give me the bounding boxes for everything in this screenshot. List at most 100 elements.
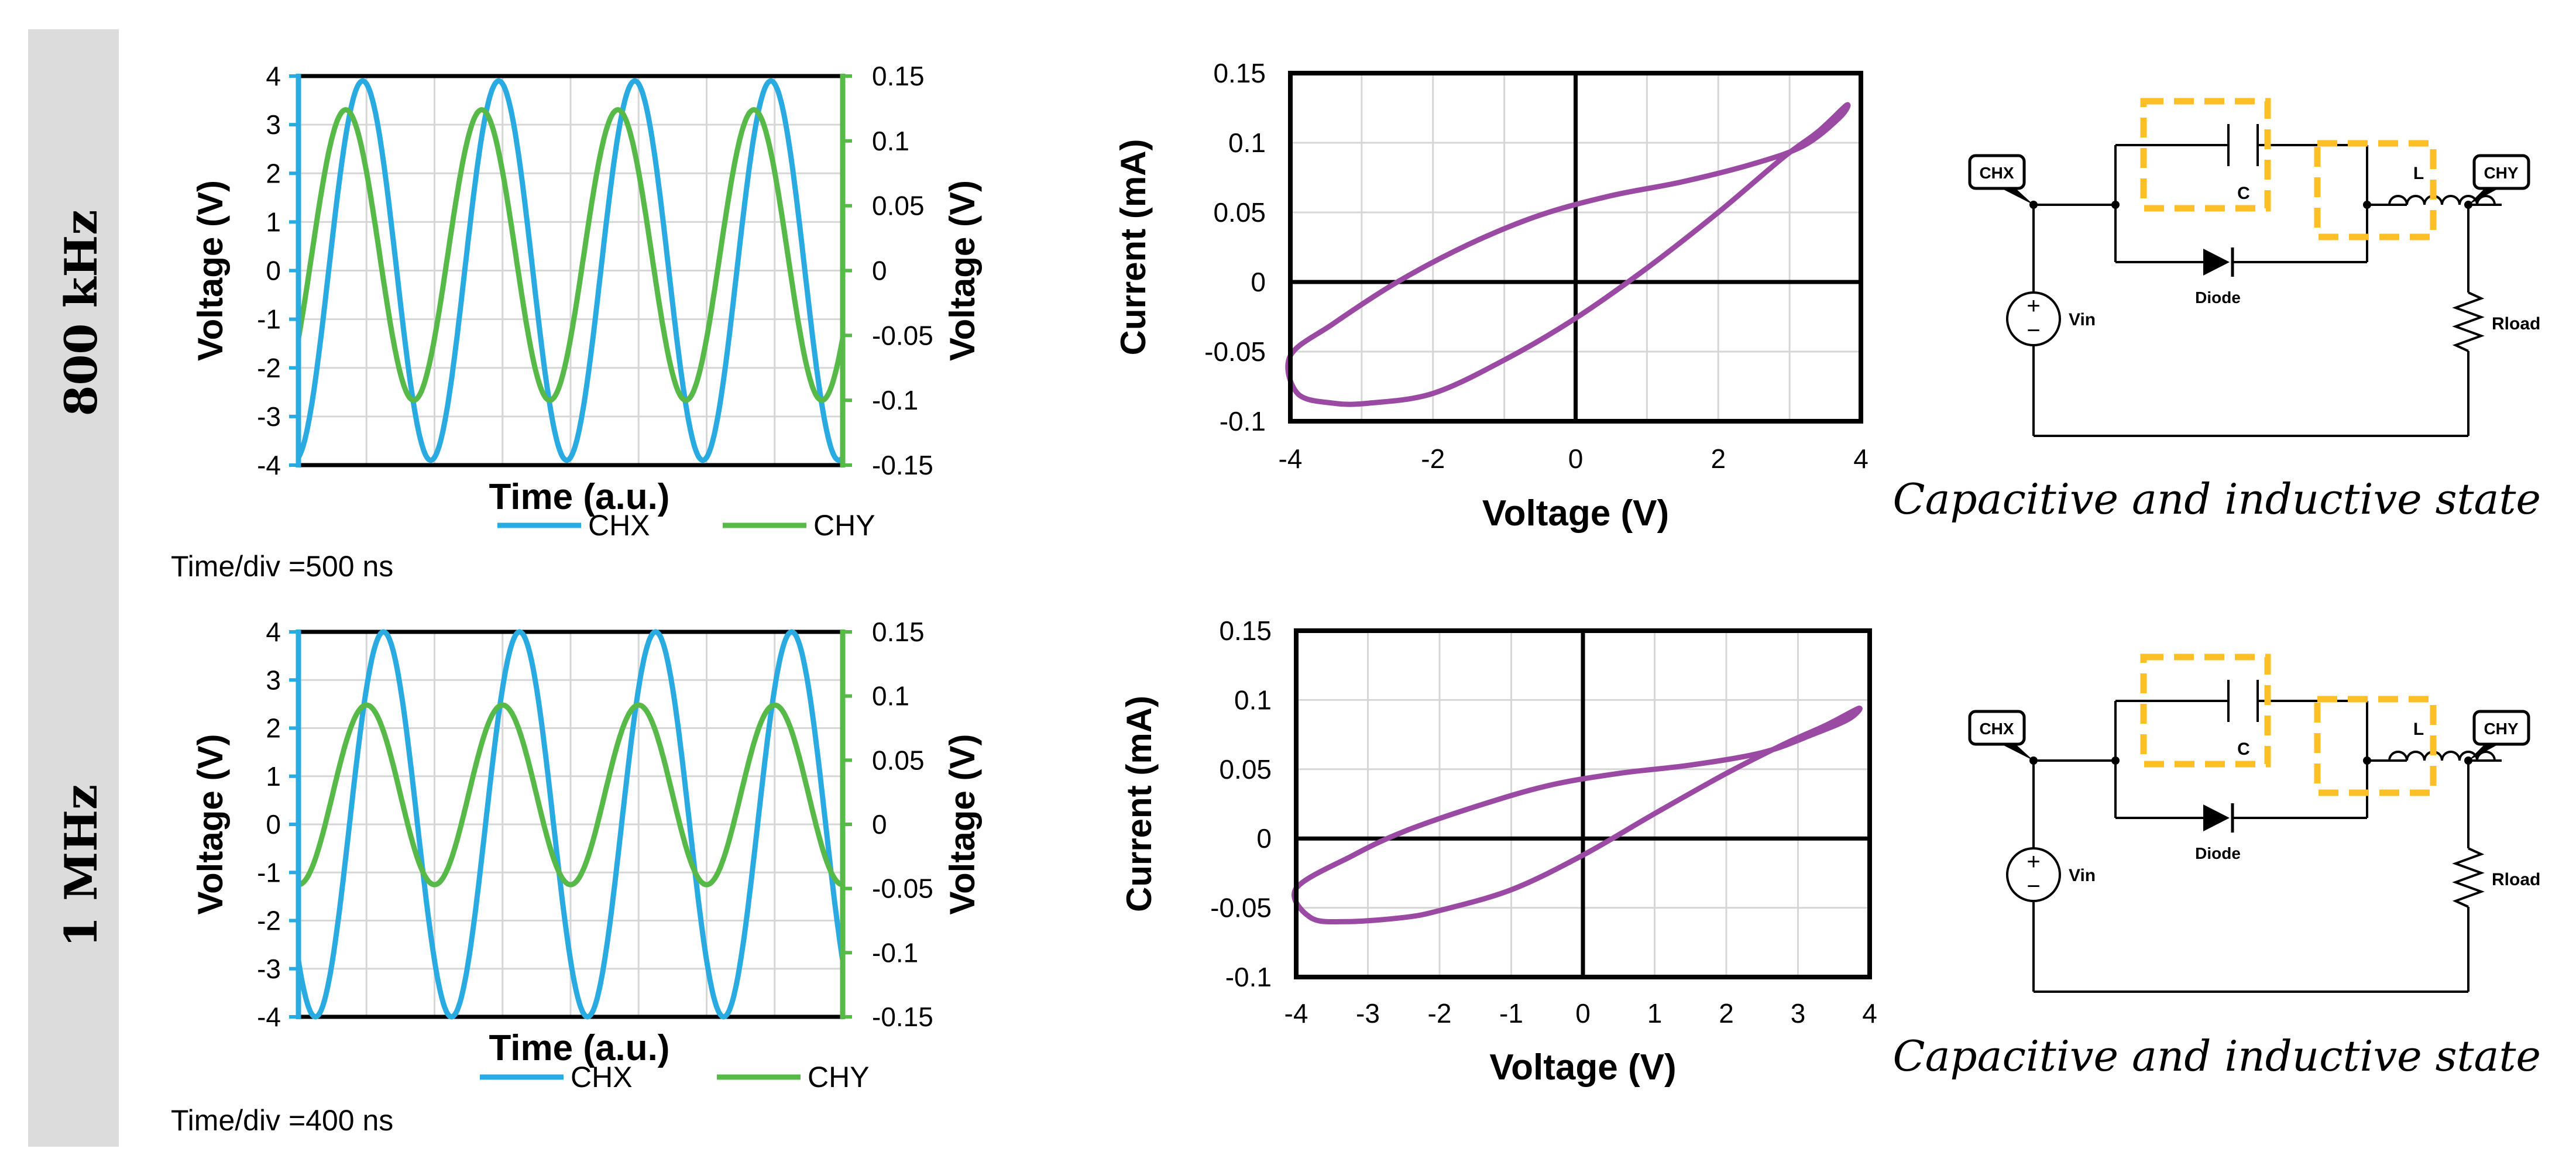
probe-chx-label: CHX	[1979, 164, 2014, 182]
row-label-800khz: 800 kHz	[55, 210, 107, 417]
iv-loop-curve	[1285, 102, 1851, 407]
time-domain-chart-800khz: 4 3 2 1 0 -1 -2 -3 -4 0.15 0.1 0.05 0 -0.05 -0.1 -0.15 V…	[191, 61, 982, 542]
voltage-source-symbol	[2006, 847, 2061, 902]
y-axis-label: Current (mA)	[1119, 696, 1159, 912]
probe-chy: CHY	[2468, 154, 2530, 205]
circuit-schematic-1mhz: C Diode L + − Vin Rload CHX	[1968, 654, 2540, 993]
y-axis-label: Current (mA)	[1114, 139, 1153, 356]
diode-label: Diode	[2195, 288, 2241, 307]
series-line-chx	[296, 78, 845, 463]
x-tick-label: 0	[1568, 443, 1584, 474]
plot-border	[1288, 71, 1863, 424]
probe-chy-label: CHY	[2484, 720, 2518, 738]
time-domain-chart-1mhz: 4 3 2 1 0 -1 -2 -3 -4 0.15 0.1 0.05 0 -0.05 -0.1 -0.15 V…	[191, 617, 982, 1093]
x-tick-label: 2	[1719, 998, 1734, 1029]
state-caption-800khz: Capacitive and inductive state	[1893, 474, 2541, 524]
left-tick-label: 2	[266, 158, 281, 188]
right-tick-label: -0.15	[872, 1002, 933, 1032]
x-tick-label: -3	[1356, 998, 1380, 1029]
iv-loop-curve	[1292, 706, 1863, 925]
state-caption-1mhz: Capacitive and inductive state	[1893, 1031, 2541, 1081]
left-tick-label: 4	[266, 61, 281, 91]
diode-symbol	[2203, 247, 2234, 277]
inductor-label: L	[2413, 164, 2424, 183]
left-tick-label: -4	[257, 450, 281, 480]
right-tick-label: 0.05	[872, 191, 925, 221]
legend-label-chy: CHY	[808, 1061, 870, 1093]
probe-chx-label: CHX	[1979, 720, 2014, 738]
left-tick-label: 1	[266, 207, 281, 237]
circuit-schematic-800khz: C Diode L + − Vin Rload CHX	[1968, 98, 2540, 437]
y-tick-label: -0.05	[1210, 893, 1272, 923]
right-tick-label: -0.05	[872, 320, 933, 350]
y-tick-label: 0	[1256, 823, 1272, 854]
probe-chx: CHX	[1968, 154, 2034, 205]
resistor-symbol	[2452, 291, 2485, 352]
right-tick-label: -0.1	[872, 937, 918, 968]
voltage-source-symbol	[2006, 291, 2061, 346]
x-axis-label: Voltage (V)	[1482, 493, 1669, 534]
x-tick-label: -2	[1428, 998, 1452, 1029]
time-div-note-800khz: Time/div =500 ns	[171, 550, 393, 583]
legend-label-chx: CHX	[588, 509, 650, 542]
y-tick-label: -0.05	[1204, 336, 1266, 367]
left-tick-label: -1	[257, 857, 281, 888]
capacitor-label: C	[2237, 184, 2250, 203]
diode-label: Diode	[2195, 844, 2241, 862]
resistor-symbol	[2452, 847, 2485, 908]
capacitor-symbol	[2227, 124, 2259, 166]
probe-chy-label: CHY	[2484, 164, 2518, 182]
x-tick-label: -4	[1284, 998, 1308, 1029]
gridlines	[298, 632, 843, 1017]
left-tick-label: -2	[257, 353, 281, 383]
y-tick-label: 0	[1251, 267, 1266, 297]
right-tick-label: 0.15	[872, 617, 925, 647]
capacitor-highlight-box	[2140, 98, 2271, 212]
right-tick-label: -0.15	[872, 450, 933, 480]
x-tick-label: 2	[1711, 443, 1726, 474]
right-tick-label: 0.15	[872, 61, 925, 91]
y-axis-label-right: Voltage (V)	[943, 734, 982, 915]
source-label: Vin	[2069, 310, 2096, 329]
x-tick-label: -2	[1421, 443, 1445, 474]
source-plus-sign: +	[2027, 293, 2040, 319]
plot-border	[1294, 628, 1872, 979]
right-tick-label: 0	[872, 809, 887, 840]
row-label-1mhz: 1 MHz	[55, 785, 107, 947]
right-tick-label: -0.05	[872, 873, 933, 904]
left-tick-label: 3	[266, 109, 281, 140]
source-minus-sign: −	[2027, 318, 2040, 343]
x-tick-label: 4	[1862, 998, 1877, 1029]
inductor-symbol	[2388, 751, 2496, 761]
left-tick-label: -1	[257, 304, 281, 335]
source-minus-sign: −	[2027, 873, 2040, 899]
x-tick-label: -4	[1279, 443, 1303, 474]
schematic-wires	[2032, 700, 2502, 993]
inductor-highlight-box	[2314, 696, 2437, 796]
left-tick-label: -2	[257, 906, 281, 936]
right-tick-label: 0.1	[872, 126, 909, 156]
series-line-chx	[296, 629, 846, 1020]
y-tick-label: 0.1	[1234, 685, 1272, 715]
capacitor-label: C	[2237, 740, 2250, 759]
time-div-note-1mhz: Time/div =400 ns	[171, 1104, 393, 1137]
x-tick-label: 1	[1647, 998, 1663, 1029]
x-tick-label: 3	[1791, 998, 1806, 1029]
inductor-label: L	[2413, 720, 2424, 739]
inductor-highlight-box	[2314, 140, 2437, 240]
probe-chx: CHX	[1968, 710, 2034, 761]
row-label-strip	[28, 29, 119, 1147]
y-axis-label-right: Voltage (V)	[943, 180, 982, 361]
legend-label-chx: CHX	[571, 1061, 633, 1093]
left-tick-label: -4	[257, 1002, 281, 1032]
schematic-wires	[2032, 144, 2502, 437]
x-axis-label: Time (a.u.)	[489, 1028, 670, 1068]
x-tick-label: 4	[1853, 443, 1869, 474]
load-label: Rload	[2492, 314, 2540, 333]
y-tick-label: 0.15	[1213, 58, 1266, 88]
right-tick-label: 0.1	[872, 681, 909, 711]
x-axis-label: Voltage (V)	[1489, 1047, 1676, 1088]
y-tick-label: -0.1	[1220, 406, 1266, 436]
left-tick-label: -3	[257, 401, 281, 432]
left-tick-label: 3	[266, 665, 281, 695]
